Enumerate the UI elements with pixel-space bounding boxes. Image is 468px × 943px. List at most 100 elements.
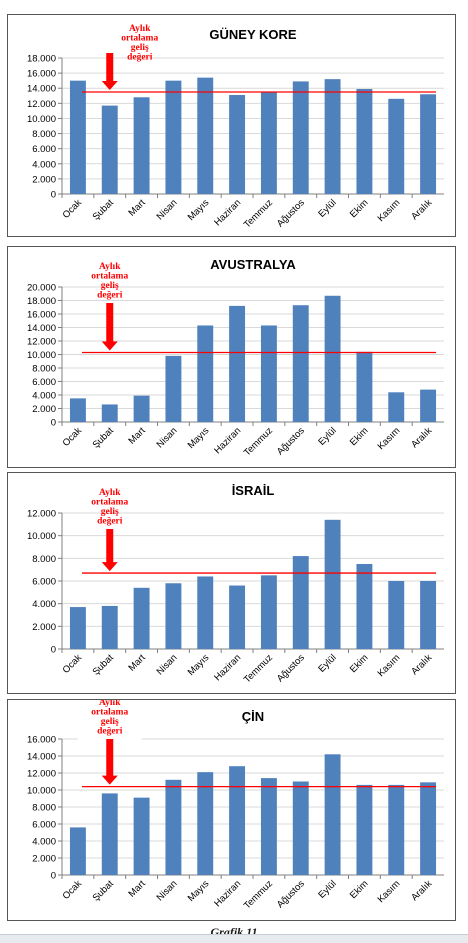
bar-mart [133, 587, 150, 649]
x-tick-label: Temmuz [242, 878, 275, 911]
annotation-text: geliş [101, 281, 119, 291]
y-tick-label: 4.000 [32, 159, 56, 170]
bar-mart [133, 97, 150, 194]
x-tick-label: Eylül [316, 197, 338, 219]
y-tick-label: 10.000 [27, 531, 56, 542]
bar-aralık [420, 389, 437, 422]
annotation-text: Aylık [99, 488, 121, 498]
y-tick-label: 16.000 [27, 69, 56, 80]
y-tick-label: 2.000 [32, 854, 56, 865]
x-tick-label: Temmuz [242, 197, 275, 230]
bar-temmuz [260, 325, 277, 422]
y-tick-label: 2.000 [32, 622, 56, 633]
y-tick-label: 18.000 [27, 296, 56, 307]
y-tick-label: 6.000 [32, 144, 56, 155]
y-tick-label: 4.000 [32, 391, 56, 402]
y-tick-label: 6.000 [32, 820, 56, 831]
x-tick-label: Temmuz [242, 652, 275, 685]
x-tick-label: Şubat [91, 652, 117, 678]
x-tick-label: Haziran [212, 197, 243, 228]
x-tick-label: Ağustos [275, 652, 307, 684]
x-tick-label: Nisan [155, 197, 180, 222]
chart-panel-israel: İSRAİL 0 2.000 4.000 6.000 8.000 10.000 12.000 O… [7, 472, 456, 694]
x-tick-label: Mayıs [186, 425, 212, 451]
x-tick-label: Mart [126, 197, 147, 218]
x-tick-label: Mart [126, 652, 147, 673]
y-tick-label: 0 [51, 190, 56, 201]
y-tick-label: 6.000 [32, 377, 56, 388]
bar-mart [133, 395, 150, 422]
chart-svg-china: ÇİN 0 2.000 4.000 6.000 8.000 10.000 12.000 14.0… [27, 700, 444, 912]
bar-ağustos [292, 781, 309, 875]
y-tick-label: 10.000 [27, 786, 56, 797]
x-tick-label: Ekim [348, 197, 371, 220]
x-tick-label: Ağustos [275, 197, 307, 229]
bar-mayıs [197, 772, 214, 875]
y-tick-label: 4.000 [32, 837, 56, 848]
annotation-text: geliş [131, 43, 149, 53]
bar-ekim [356, 351, 373, 422]
annotation-arrow-icon [101, 53, 118, 90]
x-tick-label: Kasım [376, 652, 403, 679]
bar-eylül [324, 519, 341, 649]
bar-nisan [165, 80, 182, 194]
x-tick-label: Kasım [376, 425, 403, 452]
y-tick-label: 6.000 [32, 577, 56, 588]
annotation-arrow-icon [101, 303, 118, 351]
bar-aralık [420, 782, 437, 875]
annotation-text: ortalama [91, 272, 128, 282]
x-tick-label: Aralık [409, 878, 434, 903]
bar-aralık [420, 581, 437, 649]
annotation-text: değeri [97, 727, 123, 737]
y-tick-label: 10.000 [27, 350, 56, 361]
x-tick-label: Mayıs [186, 878, 212, 904]
bar-mayıs [197, 576, 214, 649]
x-tick-label: Mayıs [186, 652, 212, 678]
annotation-text: değeri [97, 517, 123, 527]
bar-temmuz [260, 778, 277, 875]
x-tick-label: Ekim [348, 878, 371, 901]
x-tick-label: Kasım [376, 197, 403, 224]
x-tick-label: Ekim [348, 652, 371, 675]
y-tick-label: 2.000 [32, 174, 56, 185]
annotation-text: geliş [101, 717, 119, 727]
y-tick-label: 8.000 [32, 803, 56, 814]
y-tick-label: 14.000 [27, 323, 56, 334]
y-tick-label: 20.000 [27, 283, 56, 294]
y-tick-label: 8.000 [32, 364, 56, 375]
bar-kasım [388, 98, 405, 194]
window-bottom-bar [0, 934, 468, 943]
y-tick-label: 16.000 [27, 310, 56, 321]
annotation-arrow-icon [101, 529, 118, 572]
x-tick-label: Ekim [348, 425, 371, 448]
x-tick-label: Nisan [155, 878, 180, 903]
bar-haziran [229, 305, 246, 422]
x-tick-label: Eylül [316, 878, 338, 900]
y-tick-label: 12.000 [27, 769, 56, 780]
bar-şubat [101, 404, 118, 422]
x-tick-label: Haziran [212, 652, 243, 683]
x-tick-label: Nisan [155, 425, 180, 450]
bar-nisan [165, 583, 182, 649]
annotation-text: ortalama [91, 708, 128, 718]
annotation-text: Aylık [99, 262, 121, 272]
annotation-text: Aylık [99, 700, 121, 708]
bar-nisan [165, 355, 182, 422]
x-tick-label: Aralık [409, 652, 434, 677]
x-tick-label: Aralık [409, 197, 434, 222]
bar-kasım [388, 392, 405, 422]
annotation-text: değeri [127, 53, 153, 63]
bar-ekim [356, 784, 373, 875]
bar-ocak [69, 827, 86, 875]
chart-title: GÜNEY KORE [209, 27, 296, 42]
bar-mayıs [197, 325, 214, 422]
y-tick-label: 14.000 [27, 752, 56, 763]
y-tick-label: 0 [51, 645, 56, 656]
chart-panel-south-korea: GÜNEY KORE 0 2.000 4.000 6.000 8.000 10.000 12.… [7, 14, 456, 237]
y-tick-label: 8.000 [32, 129, 56, 140]
x-tick-label: Temmuz [242, 425, 275, 458]
x-tick-label: Ocak [61, 425, 85, 449]
bar-ocak [69, 80, 86, 194]
bar-mayıs [197, 77, 214, 194]
bar-ocak [69, 398, 86, 422]
